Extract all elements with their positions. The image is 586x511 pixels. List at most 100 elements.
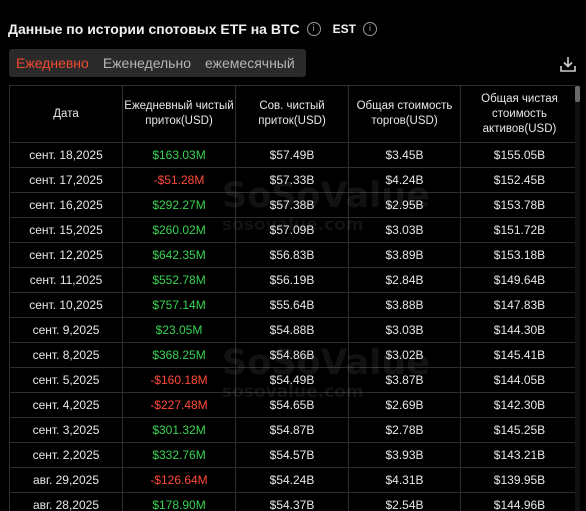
row-date-cell: сент. 15,2025: [9, 217, 123, 243]
row-date-cell: авг. 28,2025: [9, 492, 123, 511]
row-daily-inflow-cell: $260.02M: [122, 217, 236, 243]
row-daily-inflow-cell: -$126.64M: [122, 467, 236, 493]
row-daily-inflow-cell: $757.14M: [122, 292, 236, 318]
tab-weekly[interactable]: Еженедельно: [102, 55, 191, 71]
row-daily-inflow-cell: $301.32M: [122, 417, 236, 443]
row-net-assets-cell: $153.18B: [460, 242, 578, 268]
row-date-cell: сент. 12,2025: [9, 242, 123, 268]
row-value-traded-cell: $3.02B: [348, 342, 461, 368]
row-net-assets-cell: $142.30B: [460, 392, 578, 418]
row-daily-inflow-cell: $368.25M: [122, 342, 236, 368]
row-net-assets-cell: $144.96B: [460, 492, 578, 511]
timezone-label[interactable]: EST: [332, 22, 356, 36]
row-value-traded-cell: $2.54B: [348, 492, 461, 511]
row-daily-inflow-cell: $552.78M: [122, 267, 236, 293]
row-daily-inflow-cell: $332.76M: [122, 442, 236, 468]
row-date-cell: сент. 18,2025: [9, 142, 123, 168]
row-net-assets-cell: $145.41B: [460, 342, 578, 368]
row-cumulative-inflow-cell: $54.24B: [235, 467, 349, 493]
row-cumulative-inflow-cell: $54.49B: [235, 367, 349, 393]
table-row[interactable]: сент. 5,2025 -$160.18M $54.49B $3.87B $144.0…: [9, 367, 578, 393]
info-icon[interactable]: i: [306, 22, 321, 36]
row-daily-inflow-cell: $163.03M: [122, 142, 236, 168]
row-net-assets-cell: $144.30B: [460, 317, 578, 343]
row-value-traded-cell: $4.24B: [348, 167, 461, 193]
column-header-cumulative-net-inflow[interactable]: Сов. чистый приток(USD): [235, 85, 349, 143]
table-row[interactable]: сент. 15,2025 $260.02M $57.09B $3.03B $151.7…: [9, 217, 578, 243]
row-net-assets-cell: $144.05B: [460, 367, 578, 393]
row-net-assets-cell: $145.25B: [460, 417, 578, 443]
row-value-traded-cell: $3.88B: [348, 292, 461, 318]
row-cumulative-inflow-cell: $56.19B: [235, 267, 349, 293]
row-net-assets-cell: $143.21B: [460, 442, 578, 468]
row-daily-inflow-cell: $178.90M: [122, 492, 236, 511]
row-value-traded-cell: $2.95B: [348, 192, 461, 218]
row-date-cell: сент. 9,2025: [9, 317, 123, 343]
row-cumulative-inflow-cell: $54.88B: [235, 317, 349, 343]
row-value-traded-cell: $3.03B: [348, 317, 461, 343]
row-value-traded-cell: $3.45B: [348, 142, 461, 168]
row-value-traded-cell: $3.93B: [348, 442, 461, 468]
row-cumulative-inflow-cell: $54.87B: [235, 417, 349, 443]
row-cumulative-inflow-cell: $57.38B: [235, 192, 349, 218]
etf-history-table: Дата Ежедневный чистый приток(USD) Сов. …: [9, 85, 578, 511]
row-date-cell: сент. 8,2025: [9, 342, 123, 368]
table-row[interactable]: сент. 12,2025 $642.35M $56.83B $3.89B $153.1…: [9, 242, 578, 268]
table-row[interactable]: сент. 3,2025 $301.32M $54.87B $2.78B $145.25…: [9, 417, 578, 443]
row-value-traded-cell: $4.31B: [348, 467, 461, 493]
row-value-traded-cell: $3.87B: [348, 367, 461, 393]
row-net-assets-cell: $155.05B: [460, 142, 578, 168]
tab-daily[interactable]: Ежедневно: [16, 55, 89, 71]
row-date-cell: сент. 4,2025: [9, 392, 123, 418]
tab-monthly[interactable]: ежемесячный: [205, 55, 295, 71]
row-date-cell: сент. 16,2025: [9, 192, 123, 218]
table-header-row: Дата Ежедневный чистый приток(USD) Сов. …: [9, 85, 578, 143]
row-daily-inflow-cell: $642.35M: [122, 242, 236, 268]
row-cumulative-inflow-cell: $54.37B: [235, 492, 349, 511]
column-header-date[interactable]: Дата: [9, 85, 123, 143]
row-value-traded-cell: $2.78B: [348, 417, 461, 443]
table-row[interactable]: авг. 28,2025 $178.90M $54.37B $2.54B $144.96…: [9, 492, 578, 511]
row-cumulative-inflow-cell: $55.64B: [235, 292, 349, 318]
column-header-total-value-traded[interactable]: Общая стоимость торгов(USD): [348, 85, 461, 143]
row-date-cell: сент. 10,2025: [9, 292, 123, 318]
row-value-traded-cell: $2.84B: [348, 267, 461, 293]
row-date-cell: сент. 17,2025: [9, 167, 123, 193]
row-value-traded-cell: $3.03B: [348, 217, 461, 243]
table-row[interactable]: сент. 4,2025 -$227.48M $54.65B $2.69B $142.3…: [9, 392, 578, 418]
row-cumulative-inflow-cell: $57.33B: [235, 167, 349, 193]
table-row[interactable]: сент. 9,2025 $23.05M $54.88B $3.03B $144.30B: [9, 317, 578, 343]
table-row[interactable]: сент. 17,2025 -$51.28M $57.33B $4.24B $152.4…: [9, 167, 578, 193]
row-net-assets-cell: $139.95B: [460, 467, 578, 493]
download-icon[interactable]: [559, 55, 577, 73]
page-header: Данные по истории спотовых ETF на BTC i …: [8, 18, 377, 40]
row-net-assets-cell: $147.83B: [460, 292, 578, 318]
row-net-assets-cell: $149.64B: [460, 267, 578, 293]
table-scrollbar[interactable]: [575, 85, 580, 511]
table-row[interactable]: авг. 29,2025 -$126.64M $54.24B $4.31B $139.9…: [9, 467, 578, 493]
row-net-assets-cell: $153.78B: [460, 192, 578, 218]
row-cumulative-inflow-cell: $56.83B: [235, 242, 349, 268]
table-row[interactable]: сент. 8,2025 $368.25M $54.86B $3.02B $145.41…: [9, 342, 578, 368]
table-row[interactable]: сент. 16,2025 $292.27M $57.38B $2.95B $153.7…: [9, 192, 578, 218]
row-daily-inflow-cell: -$160.18M: [122, 367, 236, 393]
row-daily-inflow-cell: $23.05M: [122, 317, 236, 343]
timezone-info-icon[interactable]: i: [362, 22, 377, 36]
period-tabs: Ежедневно Еженедельно ежемесячный: [9, 49, 306, 77]
column-header-total-net-assets[interactable]: Общая чистая стоимость активов(USD): [460, 85, 578, 143]
row-net-assets-cell: $152.45B: [460, 167, 578, 193]
table-scrollbar-thumb[interactable]: [575, 86, 580, 102]
row-cumulative-inflow-cell: $57.09B: [235, 217, 349, 243]
row-daily-inflow-cell: -$51.28M: [122, 167, 236, 193]
row-daily-inflow-cell: -$227.48M: [122, 392, 236, 418]
row-date-cell: сент. 3,2025: [9, 417, 123, 443]
row-date-cell: сент. 2,2025: [9, 442, 123, 468]
table-row[interactable]: сент. 18,2025 $163.03M $57.49B $3.45B $155.0…: [9, 142, 578, 168]
table-row[interactable]: сент. 2,2025 $332.76M $54.57B $3.93B $143.21…: [9, 442, 578, 468]
row-cumulative-inflow-cell: $54.86B: [235, 342, 349, 368]
table-row[interactable]: сент. 11,2025 $552.78M $56.19B $2.84B $149.6…: [9, 267, 578, 293]
row-daily-inflow-cell: $292.27M: [122, 192, 236, 218]
row-value-traded-cell: $3.89B: [348, 242, 461, 268]
table-row[interactable]: сент. 10,2025 $757.14M $55.64B $3.88B $147.8…: [9, 292, 578, 318]
column-header-daily-net-inflow[interactable]: Ежедневный чистый приток(USD): [122, 85, 236, 143]
